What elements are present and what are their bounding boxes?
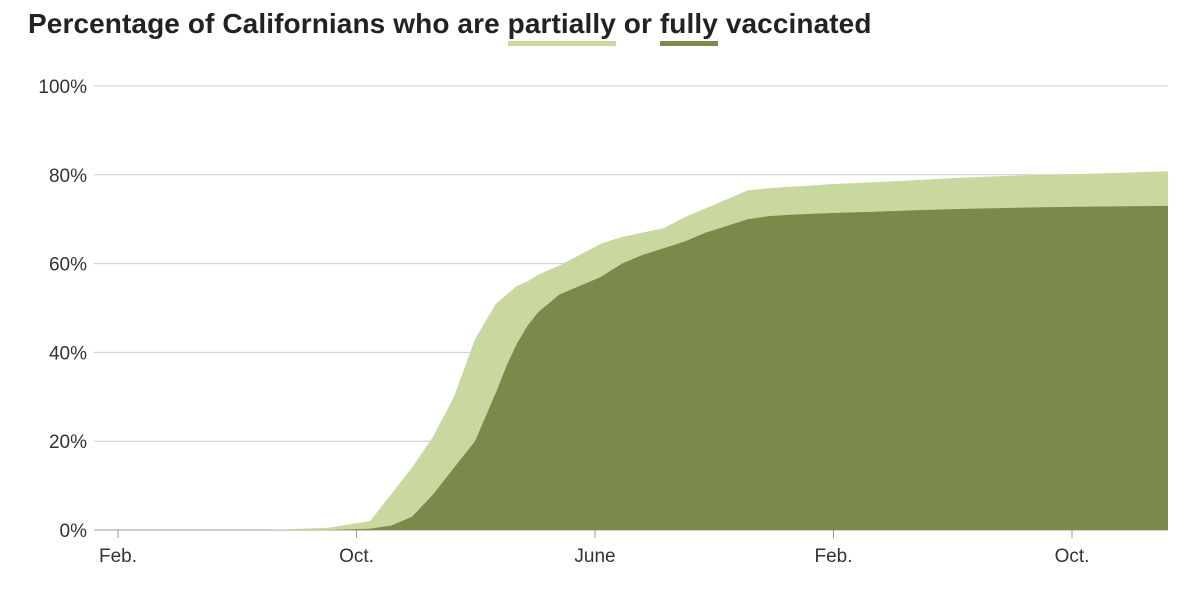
title-middle: or xyxy=(615,8,660,39)
y-tick-label: 0% xyxy=(60,521,88,542)
title-prefix: Percentage of Californians who are xyxy=(28,8,508,39)
x-tick-label: Oct. xyxy=(1055,546,1090,567)
area-fully xyxy=(118,205,1168,530)
chart-title: Percentage of Californians who are parti… xyxy=(28,8,872,46)
x-tick-label: Feb. xyxy=(814,546,852,567)
y-tick-label: 60% xyxy=(49,255,87,276)
x-tick-label: Feb. xyxy=(99,546,137,567)
x-tick-label: Oct. xyxy=(339,546,374,567)
y-tick-label: 40% xyxy=(49,343,87,364)
title-partially-word: partially xyxy=(507,8,616,46)
x-axis: Feb. Oct. June Feb. Oct. xyxy=(99,530,1089,567)
x-tick-label: June xyxy=(574,546,615,567)
y-tick-label: 20% xyxy=(49,432,87,453)
title-fully-word: fully xyxy=(659,8,718,46)
y-tick-label: 80% xyxy=(49,166,87,187)
y-tick-label: 100% xyxy=(38,77,87,98)
title-suffix: vaccinated xyxy=(717,8,872,39)
data-areas xyxy=(118,171,1168,530)
